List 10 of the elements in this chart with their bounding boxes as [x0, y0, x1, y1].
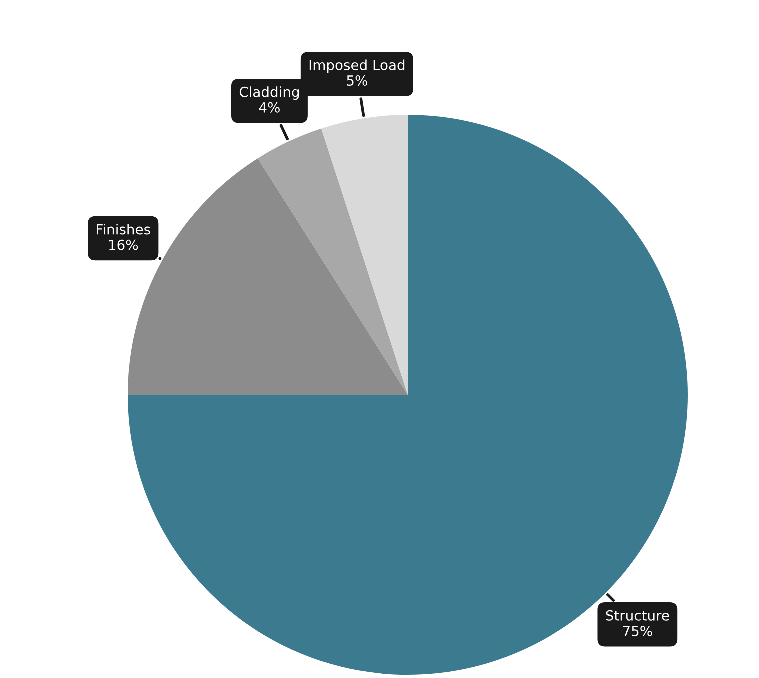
data-label: 75% [623, 626, 652, 636]
data-label: 16% [109, 240, 138, 250]
pie-slice [321, 115, 408, 395]
data-label: 4% [259, 102, 280, 113]
slice-label: Structure [606, 610, 670, 621]
data-label: 5% [347, 76, 368, 86]
slice-label: Imposed Load [310, 60, 405, 74]
slice-label: Cladding [240, 86, 300, 100]
pie-slice [258, 128, 408, 395]
slice-label: Finishes [97, 224, 150, 235]
